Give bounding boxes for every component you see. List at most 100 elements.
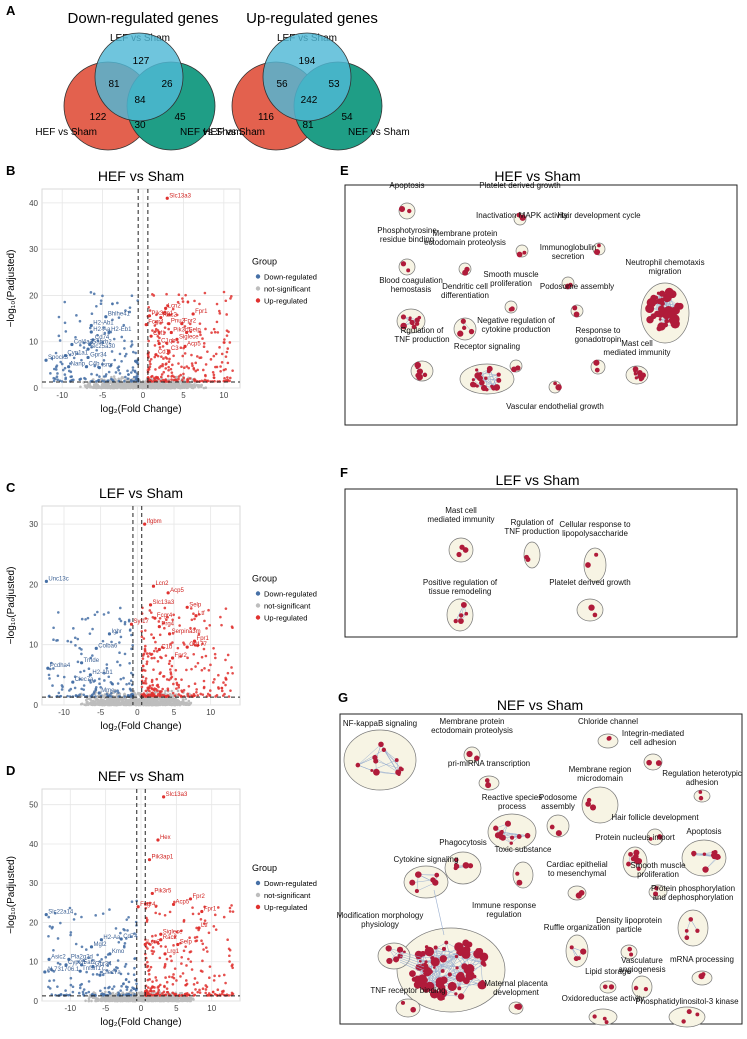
ns-point — [204, 386, 208, 390]
down-point — [117, 368, 120, 372]
up-point — [184, 293, 187, 297]
up-point — [158, 617, 162, 620]
ns-point — [80, 702, 84, 706]
down-point — [119, 972, 123, 976]
down-point — [49, 661, 53, 665]
up-point — [190, 353, 193, 357]
cluster-label: Platelet derived growth — [549, 578, 630, 587]
down-point — [56, 985, 59, 988]
up-point — [231, 626, 234, 629]
down-point — [84, 948, 88, 951]
down-point — [108, 961, 111, 965]
venn-down-hef-label: HEF vs Sham — [35, 127, 97, 138]
term-node — [572, 305, 578, 311]
cluster-label: Phosphotyrosine residue binding — [377, 226, 437, 244]
down-point — [59, 360, 62, 364]
up-point — [186, 694, 190, 698]
ns-point — [132, 999, 135, 1002]
down-point — [58, 339, 62, 342]
x-tick-label: 0 — [135, 708, 140, 717]
up-point — [195, 935, 199, 939]
up-point — [129, 622, 134, 626]
cluster-label: Apoptosis — [389, 181, 424, 190]
term-node — [657, 322, 666, 331]
term-node — [515, 365, 521, 371]
down-point — [107, 675, 111, 679]
up-point — [150, 678, 154, 682]
term-node — [406, 268, 411, 273]
up-point — [185, 645, 189, 649]
term-cluster: Vascular endothelial growth — [506, 380, 604, 411]
down-point — [124, 977, 128, 981]
ns-point — [161, 384, 165, 387]
down-point — [76, 637, 80, 641]
up-point — [204, 988, 208, 991]
gene-label-up: Slc13a3 — [169, 193, 191, 199]
ns-point — [176, 383, 180, 386]
down-point — [71, 680, 75, 684]
ns-point — [154, 996, 158, 999]
up-point — [167, 313, 170, 317]
cluster-label: Mast cell mediated immunity — [603, 339, 670, 357]
down-point — [48, 677, 51, 680]
gene-label-up: Fpr1 — [195, 309, 208, 315]
up-point — [158, 956, 162, 960]
up-point — [224, 676, 227, 680]
up-point — [171, 902, 176, 907]
down-point — [114, 927, 118, 930]
up-point — [189, 607, 193, 610]
down-point — [72, 356, 76, 360]
ns-point — [156, 703, 160, 707]
up-point — [193, 936, 197, 939]
ns-point — [122, 376, 125, 379]
down-point — [47, 915, 51, 919]
down-point — [122, 945, 126, 949]
down-point — [50, 357, 54, 360]
up-point — [220, 361, 224, 364]
down-point — [47, 673, 51, 677]
up-point — [212, 646, 215, 650]
up-point — [190, 362, 194, 365]
panel-label-f: F — [340, 465, 348, 480]
down-point — [48, 979, 51, 983]
up-point — [196, 368, 200, 372]
up-point — [220, 686, 224, 690]
cluster-label: Chloride channel — [578, 717, 638, 726]
down-point — [73, 675, 77, 679]
down-point — [105, 969, 109, 972]
term-cluster: Cytokine signaling — [394, 855, 458, 899]
up-point — [154, 320, 158, 324]
ns-point — [175, 999, 179, 1002]
up-point — [165, 678, 169, 681]
down-point — [95, 304, 98, 308]
term-node — [670, 317, 679, 326]
down-point — [123, 620, 127, 624]
down-point — [131, 986, 134, 989]
term-node — [422, 372, 428, 378]
venn-up-all: 242 — [301, 95, 318, 106]
down-point — [69, 976, 73, 980]
up-point — [148, 603, 153, 607]
up-point — [185, 330, 189, 335]
term-node — [456, 551, 462, 558]
up-point — [196, 990, 200, 994]
up-point — [171, 307, 175, 311]
cluster-ellipse — [398, 258, 416, 276]
ns-point — [164, 689, 167, 693]
down-point — [61, 368, 65, 372]
term-node — [585, 801, 591, 807]
down-point — [87, 667, 91, 670]
down-point — [59, 694, 63, 698]
ns-point — [163, 692, 167, 695]
up-point — [145, 662, 149, 666]
up-point — [184, 983, 188, 987]
up-point — [228, 906, 232, 910]
up-point — [224, 368, 227, 371]
up-point — [182, 920, 186, 923]
down-point — [67, 957, 71, 961]
down-point — [71, 985, 75, 989]
down-point — [119, 619, 123, 623]
up-point — [157, 985, 161, 988]
term-node — [655, 760, 662, 766]
